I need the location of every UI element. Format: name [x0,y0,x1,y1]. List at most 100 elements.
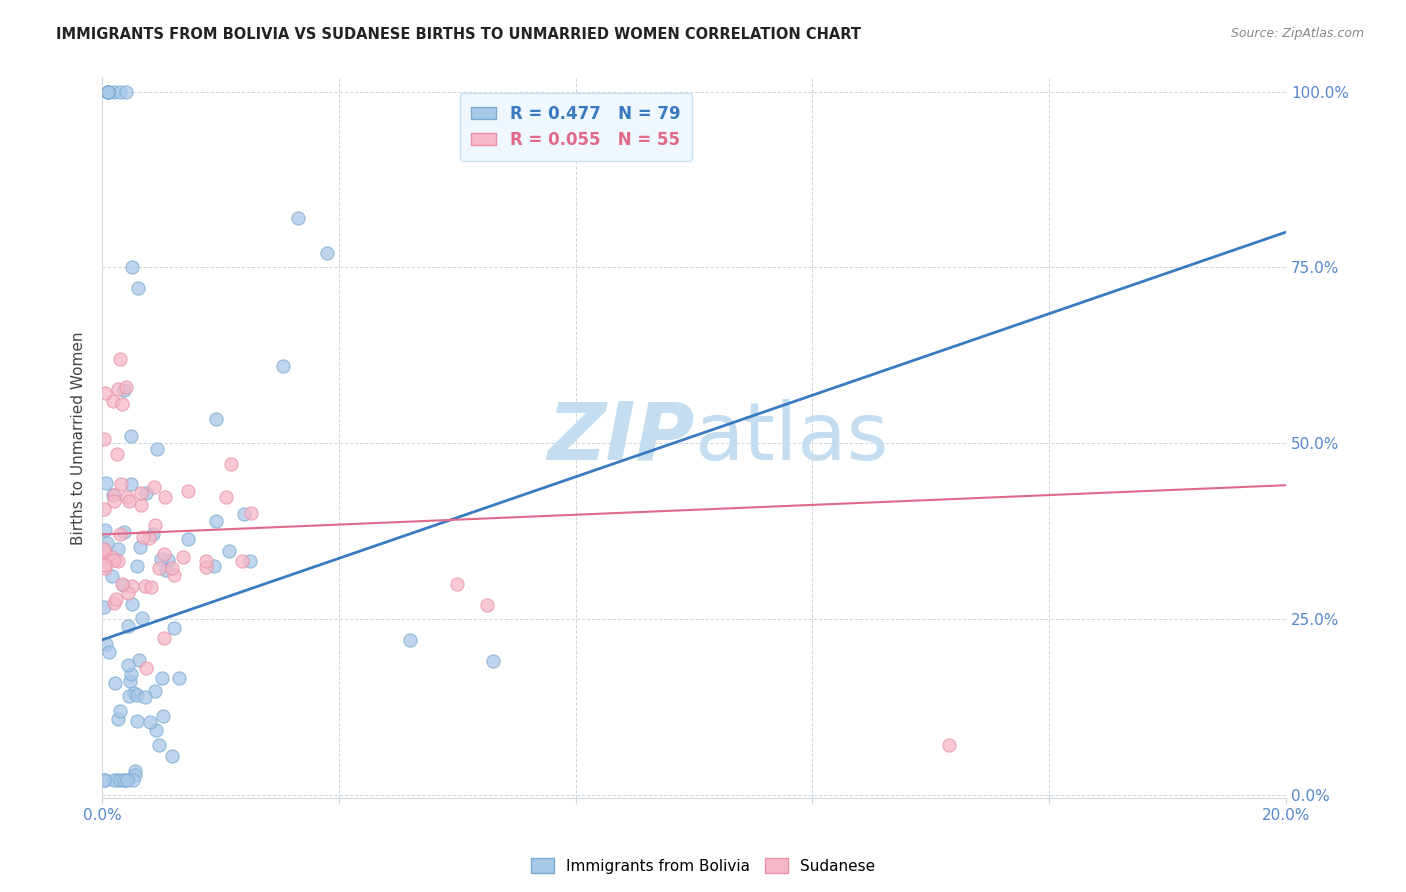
Point [103,553,125,567]
Point [145,442,167,457]
Point [108,705,131,719]
Point [122,773,145,788]
Point [127,714,149,729]
Point [122,686,145,700]
Point [316,246,339,260]
Point [118,494,141,508]
Point [124,768,146,782]
Point [94,561,117,575]
Point [143,684,166,698]
Point [148,561,170,575]
Point [93,549,115,564]
Point [938,739,960,753]
Point [112,773,135,788]
Point [107,541,129,556]
Point [93,600,115,615]
Point [110,476,132,491]
Point [97,85,120,99]
Point [115,380,138,394]
Point [93,433,115,447]
Point [219,457,242,471]
Text: atlas: atlas [695,399,889,476]
Point [114,773,136,788]
Point [120,429,142,443]
Point [163,621,186,635]
Point [94,773,117,788]
Point [238,554,260,568]
Point [156,552,179,566]
Point [107,554,129,568]
Point [129,486,152,500]
Point [134,690,156,704]
Point [103,596,125,610]
Point [128,540,150,554]
Point [103,773,125,788]
Point [202,559,225,574]
Point [115,490,138,504]
Point [111,578,134,592]
Point [204,412,226,426]
Point [117,657,139,672]
Point [129,498,152,512]
Point [112,524,135,539]
Point [172,550,194,565]
Point [152,547,174,561]
Point [111,577,134,591]
Point [160,561,183,575]
Point [108,85,131,99]
Point [107,713,129,727]
Point [98,645,121,659]
Point [139,714,162,729]
Point [148,738,170,752]
Point [117,619,139,633]
Point [141,580,163,594]
Point [115,85,138,99]
Point [104,592,127,607]
Point [132,530,155,544]
Point [142,527,165,541]
Point [107,383,129,397]
Point [120,667,142,681]
Point [271,359,294,373]
Point [195,554,218,568]
Point [153,631,176,645]
Point [108,773,131,788]
Point [97,85,120,99]
Point [231,553,253,567]
Point [177,532,200,546]
Point [93,502,115,516]
Point [177,484,200,499]
Point [399,632,422,647]
Point [97,85,120,99]
Point [97,85,120,99]
Point [94,476,117,491]
Point [205,514,228,528]
Point [110,396,132,410]
Point [287,211,309,225]
Point [135,661,157,675]
Point [127,281,149,295]
Point [150,671,173,685]
Point [121,260,143,275]
Text: ZIP: ZIP [547,399,695,476]
Text: Source: ZipAtlas.com: Source: ZipAtlas.com [1230,27,1364,40]
Point [120,477,142,491]
Point [128,652,150,666]
Point [117,586,139,600]
Point [108,351,131,366]
Point [93,773,115,788]
Point [100,568,122,582]
Point [103,85,125,99]
Point [94,385,117,400]
Point [93,549,115,564]
Point [121,597,143,611]
Point [163,568,186,582]
Point [446,576,468,591]
Point [143,518,166,533]
Point [97,85,120,99]
Text: IMMIGRANTS FROM BOLIVIA VS SUDANESE BIRTHS TO UNMARRIED WOMEN CORRELATION CHART: IMMIGRANTS FROM BOLIVIA VS SUDANESE BIRT… [56,27,862,42]
Point [96,535,118,549]
Point [127,688,149,702]
Point [135,486,157,500]
Point [94,637,117,651]
